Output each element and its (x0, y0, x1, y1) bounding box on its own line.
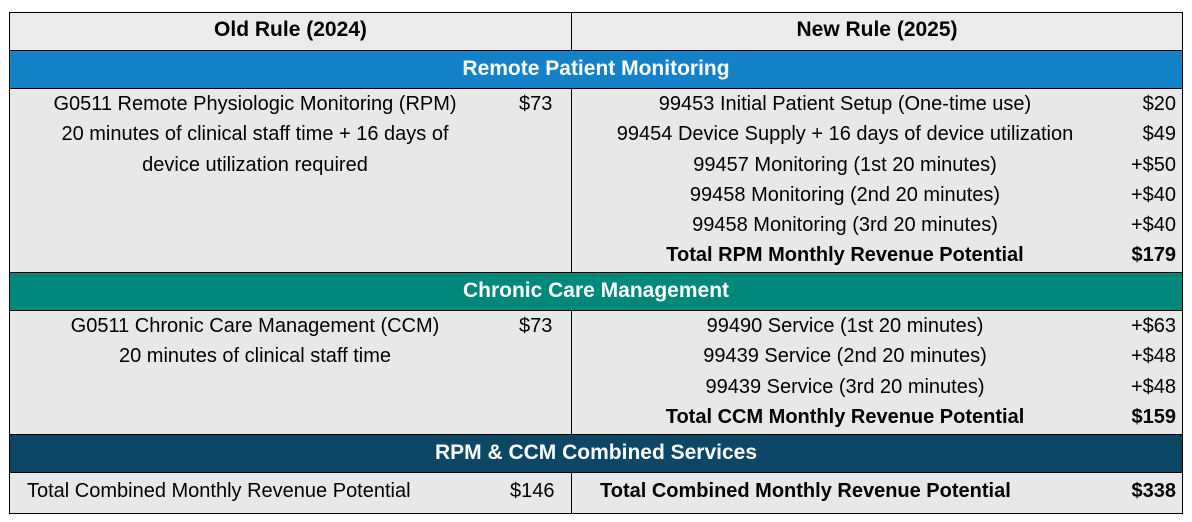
rpm-total-price: $179 (1131, 244, 1177, 267)
combined-new-price: $338 (1131, 480, 1177, 502)
ccm-item-label: 99439 Service (3rd 20 minutes) (705, 375, 985, 398)
rpm-new-items: 99453 Initial Patient Setup (One-time us… (572, 89, 1118, 271)
rpm-item-price: $20 (1142, 93, 1176, 115)
rpm-old-line: device utilization required (142, 153, 368, 176)
ccm-section-title: Chronic Care Management (10, 273, 1182, 311)
ccm-item-label: 99439 Service (2nd 20 minutes) (703, 345, 987, 368)
rpm-total-label: Total RPM Monthly Revenue Potential (666, 244, 1024, 267)
ccm-item-price: +$48 (1130, 345, 1176, 368)
rpm-item-label: 99458 Monitoring (3rd 20 minutes) (692, 214, 998, 237)
ccm-old-line: G0511 Chronic Care Management (CCM) (70, 315, 440, 337)
ccm-total-price: $159 (1131, 405, 1177, 428)
rpm-item-label: 99454 Device Supply + 16 days of device … (616, 123, 1074, 146)
old-rule-header: Old Rule (2024) (214, 18, 367, 41)
ccm-old-line: 20 minutes of clinical staff time (119, 345, 391, 368)
ccm-new-prices: +$63 +$48 +$48 $159 (1118, 311, 1176, 432)
combined-section-title: RPM & CCM Combined Services (10, 435, 1182, 473)
ccm-new-items: 99490 Service (1st 20 minutes) 99439 Ser… (572, 311, 1118, 432)
column-divider (571, 13, 572, 50)
rpm-item-price: +$40 (1130, 183, 1176, 206)
combined-old-label: Total Combined Monthly Revenue Potential (27, 480, 411, 502)
rpm-old-description: G0511 Remote Physiologic Monitoring (RPM… (10, 89, 500, 180)
combined-new-label: Total Combined Monthly Revenue Potential (600, 480, 1011, 502)
combined-old-price: $146 (510, 480, 555, 502)
column-divider (571, 89, 572, 273)
ccm-item-price: +$63 (1130, 315, 1176, 337)
combined-section: Total Combined Monthly Revenue Potential… (10, 473, 1182, 513)
rpm-old-line: 20 minutes of clinical staff time + 16 d… (61, 123, 449, 146)
rpm-item-label: 99453 Initial Patient Setup (One-time us… (658, 93, 1032, 115)
rpm-item-price: +$50 (1130, 153, 1176, 176)
rpm-item-price: +$40 (1130, 214, 1176, 237)
rpm-old-line: G0511 Remote Physiologic Monitoring (RPM… (53, 93, 457, 115)
ccm-total-label: Total CCM Monthly Revenue Potential (665, 405, 1025, 428)
comparison-table: Old Rule (2024) New Rule (2025) Remote P… (9, 12, 1183, 514)
rpm-item-label: 99458 Monitoring (2nd 20 minutes) (689, 183, 1001, 206)
ccm-old-price: $73 (519, 315, 553, 337)
rpm-item-label: 99457 Monitoring (1st 20 minutes) (693, 153, 997, 176)
ccm-item-label: 99490 Service (1st 20 minutes) (706, 315, 984, 337)
ccm-section: G0511 Chronic Care Management (CCM) 20 m… (10, 311, 1182, 435)
rpm-new-prices: $20 $49 +$50 +$40 +$40 $179 (1118, 89, 1176, 271)
rpm-item-price: $49 (1142, 123, 1176, 146)
rpm-old-price: $73 (519, 93, 553, 115)
rpm-section: G0511 Remote Physiologic Monitoring (RPM… (10, 89, 1182, 273)
rpm-section-title: Remote Patient Monitoring (10, 51, 1182, 89)
ccm-item-price: +$48 (1130, 375, 1176, 398)
new-rule-header: New Rule (2025) (796, 18, 958, 41)
table-header-row: Old Rule (2024) New Rule (2025) (10, 13, 1182, 51)
column-divider (571, 311, 572, 435)
column-divider (571, 473, 572, 513)
ccm-old-description: G0511 Chronic Care Management (CCM) 20 m… (10, 311, 500, 372)
